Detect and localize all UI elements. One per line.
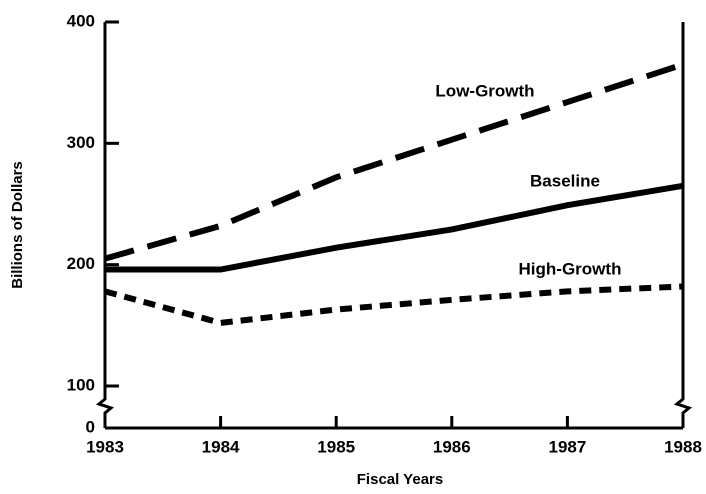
y-tick-label: 300 bbox=[67, 133, 95, 152]
y-tick-label: 400 bbox=[67, 11, 95, 30]
x-tick-label: 1983 bbox=[86, 437, 124, 456]
series-line bbox=[104, 283, 684, 326]
x-tick-label: 1986 bbox=[433, 437, 471, 456]
series-label: Low-Growth bbox=[435, 81, 534, 100]
series-label: High-Growth bbox=[519, 259, 622, 278]
series-line bbox=[105, 182, 684, 273]
x-tick-label: 1985 bbox=[317, 437, 355, 456]
x-tick-label: 1987 bbox=[548, 437, 586, 456]
series-line bbox=[104, 61, 684, 262]
y-axis bbox=[95, 22, 115, 428]
x-axis-label: Fiscal Years bbox=[357, 471, 443, 488]
y-axis-label: Billions of Dollars bbox=[9, 161, 26, 289]
x-tick-label: 1988 bbox=[664, 437, 702, 456]
right-axis bbox=[673, 22, 693, 428]
y-tick-label: 100 bbox=[67, 375, 95, 394]
y-tick-label: 200 bbox=[67, 254, 95, 273]
series-label: Baseline bbox=[530, 171, 600, 190]
y-tick-label: 0 bbox=[86, 417, 95, 436]
x-tick-label: 1984 bbox=[202, 437, 240, 456]
